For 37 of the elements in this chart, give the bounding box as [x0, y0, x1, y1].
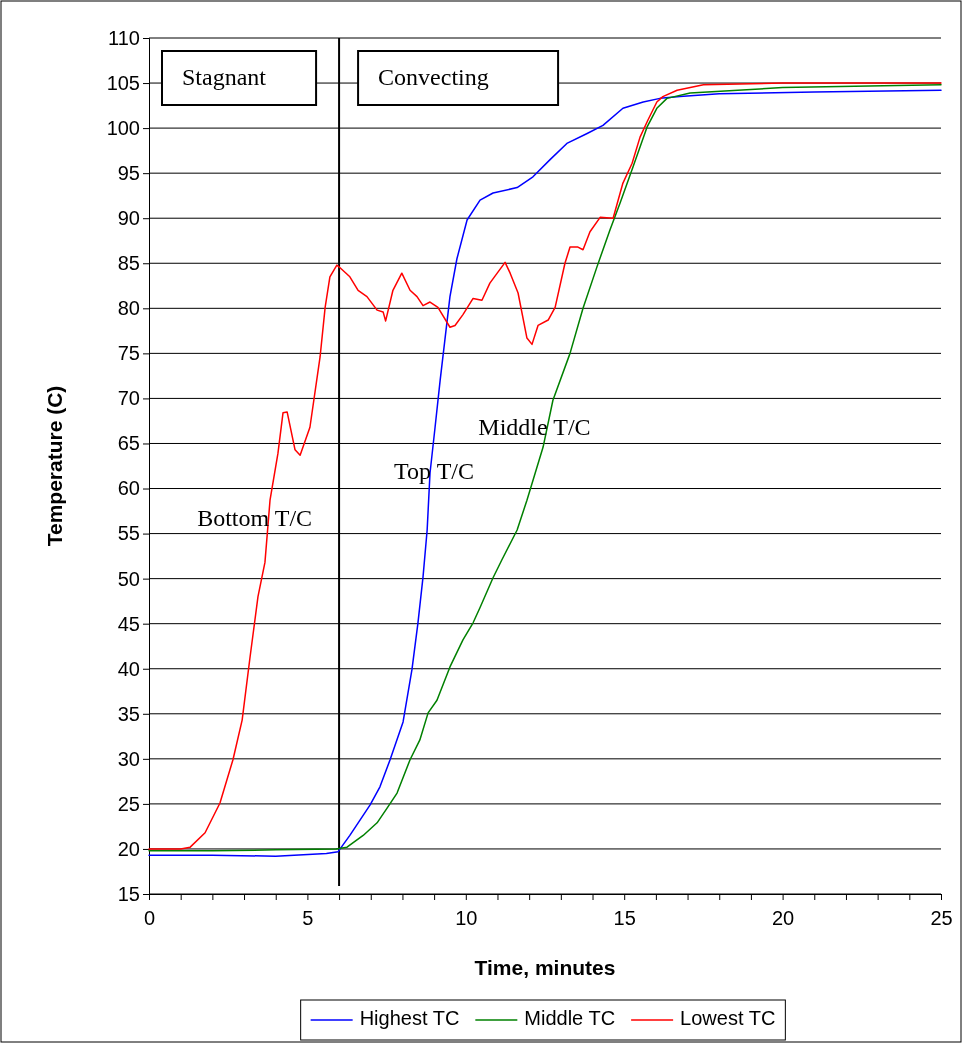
y-axis-title: Temperature (C) [43, 385, 66, 547]
x-tick-label: 0 [143, 907, 156, 929]
legend-label: Middle TC [524, 1007, 616, 1030]
y-tick-label: 40 [117, 657, 140, 680]
y-tick-label: 20 [117, 837, 140, 860]
y-tick-label: 85 [117, 252, 140, 275]
annotation: Top T/C [394, 457, 474, 484]
text-box: Convecting [357, 50, 560, 106]
y-tick-label: 65 [117, 432, 140, 455]
y-tick-label: 100 [106, 117, 140, 140]
y-tick-label: 90 [117, 207, 140, 230]
text-box: Stagnant [161, 50, 318, 106]
legend-label: Highest TC [359, 1007, 460, 1030]
annotation: Middle T/C [478, 414, 591, 441]
y-tick-label: 60 [117, 477, 140, 500]
y-tick-label: 35 [117, 702, 140, 725]
y-tick-label: 110 [108, 26, 140, 49]
annotation: Convecting [378, 63, 489, 90]
y-tick-label: 30 [117, 747, 140, 770]
y-tick-label: 50 [117, 567, 140, 590]
y-tick-label: 15 [117, 882, 140, 905]
y-tick-label: 25 [117, 792, 140, 815]
y-tick-label: 45 [117, 612, 140, 635]
x-tick-label: 25 [930, 907, 953, 929]
x-tick-label: 15 [613, 907, 636, 929]
x-tick-label: 5 [302, 907, 314, 929]
x-axis-title: Time, minutes [474, 956, 616, 979]
annotation: Stagnant [182, 63, 267, 90]
y-tick-label: 80 [117, 297, 140, 320]
y-tick-label: 95 [117, 162, 140, 185]
y-tick-label: 75 [117, 342, 140, 365]
x-tick-label: 10 [455, 907, 478, 929]
y-tick-label: 55 [117, 522, 140, 545]
x-tick-label: 20 [771, 907, 795, 929]
legend-label: Lowest TC [680, 1007, 776, 1030]
y-tick-label: 70 [117, 387, 140, 410]
y-tick-label: 105 [106, 71, 140, 94]
